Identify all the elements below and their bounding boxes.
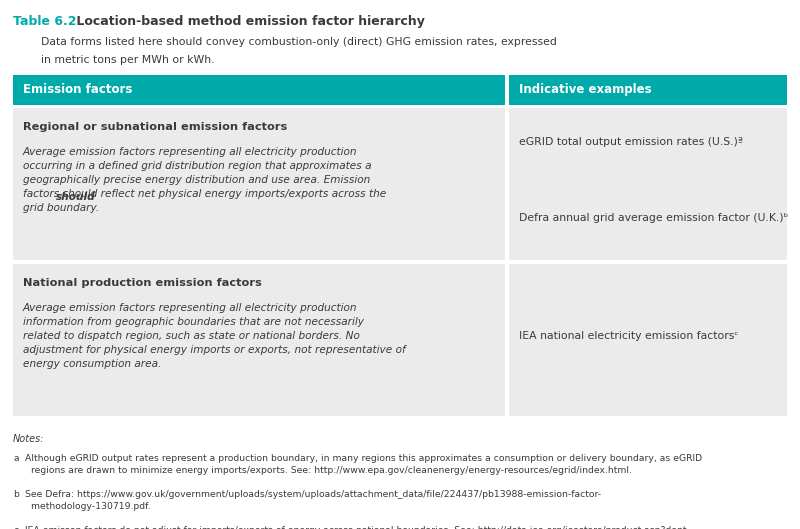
Text: eGRID total output emission rates (U.S.)ª: eGRID total output emission rates (U.S.)… bbox=[518, 138, 742, 147]
Text: Defra annual grid average emission factor (U.K.)ᵇ: Defra annual grid average emission facto… bbox=[518, 213, 788, 223]
Text: Average emission factors representing all electricity production
occurring in a : Average emission factors representing al… bbox=[23, 147, 386, 213]
Bar bbox=[13, 108, 505, 260]
Text: b: b bbox=[13, 490, 19, 499]
Text: IEA national electricity emission factorsᶜ: IEA national electricity emission factor… bbox=[518, 331, 738, 341]
Bar bbox=[13, 75, 505, 105]
Text: Location-based method emission factor hierarchy: Location-based method emission factor hi… bbox=[73, 15, 426, 28]
Text: Notes:: Notes: bbox=[13, 434, 45, 444]
Text: Emission factors: Emission factors bbox=[23, 83, 132, 96]
Bar bbox=[509, 75, 787, 105]
Text: a: a bbox=[13, 454, 18, 463]
Text: Data forms listed here should convey combustion-only (direct) GHG emission rates: Data forms listed here should convey com… bbox=[13, 37, 557, 47]
Text: Average emission factors representing all electricity production
information fro: Average emission factors representing al… bbox=[23, 303, 406, 369]
Bar bbox=[13, 264, 505, 416]
Text: c: c bbox=[13, 526, 18, 529]
Text: IEA emisson factors do not adjust for imports/exports of energy across national : IEA emisson factors do not adjust for im… bbox=[22, 526, 691, 529]
Text: Indicative examples: Indicative examples bbox=[518, 83, 651, 96]
Text: Although eGRID output rates represent a production boundary, in many regions thi: Although eGRID output rates represent a … bbox=[22, 454, 702, 475]
Text: should: should bbox=[56, 191, 96, 202]
Text: National production emission factors: National production emission factors bbox=[23, 278, 262, 288]
Text: Regional or subnational emission factors: Regional or subnational emission factors bbox=[23, 122, 287, 132]
Text: in metric tons per MWh or kWh.: in metric tons per MWh or kWh. bbox=[13, 55, 214, 65]
Text: See Defra: https://www.gov.uk/government/uploads/system/uploads/attachment_data/: See Defra: https://www.gov.uk/government… bbox=[22, 490, 601, 511]
Bar bbox=[509, 108, 787, 260]
Text: Table 6.2: Table 6.2 bbox=[13, 15, 77, 28]
Bar bbox=[509, 264, 787, 416]
